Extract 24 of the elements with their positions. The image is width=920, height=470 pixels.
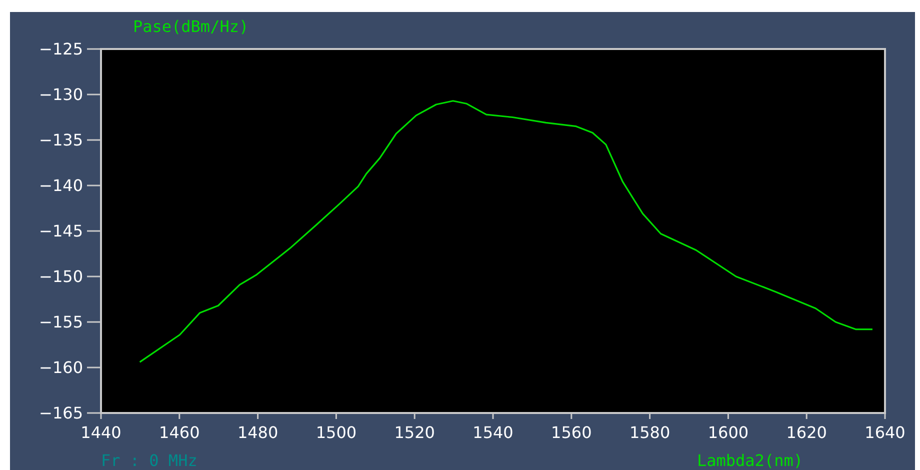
x-tick-label: 1580 bbox=[629, 423, 670, 442]
y-tick-label: −155 bbox=[39, 312, 83, 332]
y-tick-label: −145 bbox=[39, 222, 83, 241]
y-tick-label: −140 bbox=[39, 176, 83, 196]
x-tick-label: 1620 bbox=[786, 423, 827, 442]
x-tick-label: 1640 bbox=[864, 423, 906, 442]
y-tick-label: −130 bbox=[39, 85, 83, 104]
x-axis-title: Lambda2(nm) bbox=[697, 451, 803, 470]
x-tick-label: 1560 bbox=[551, 423, 592, 442]
y-axis-title: Pase(dBm/Hz) bbox=[133, 17, 249, 36]
y-tick-label: −125 bbox=[39, 40, 83, 59]
x-tick-label: 1480 bbox=[237, 423, 278, 442]
x-tick-label: 1440 bbox=[80, 423, 122, 442]
x-tick-label: 1600 bbox=[708, 423, 749, 442]
line-series bbox=[139, 100, 874, 363]
x-tick-label: 1460 bbox=[159, 423, 200, 442]
y-tick-label: −160 bbox=[39, 358, 83, 378]
y-tick-label: −165 bbox=[39, 404, 83, 423]
x-tick-label: 1540 bbox=[472, 423, 514, 442]
y-tick-label: −150 bbox=[39, 267, 83, 286]
x-tick-label: 1500 bbox=[316, 423, 357, 442]
x-tick-label: 1520 bbox=[394, 423, 435, 442]
y-tick-label: −135 bbox=[39, 130, 83, 150]
text: Fr : 0 MHz bbox=[101, 451, 198, 470]
